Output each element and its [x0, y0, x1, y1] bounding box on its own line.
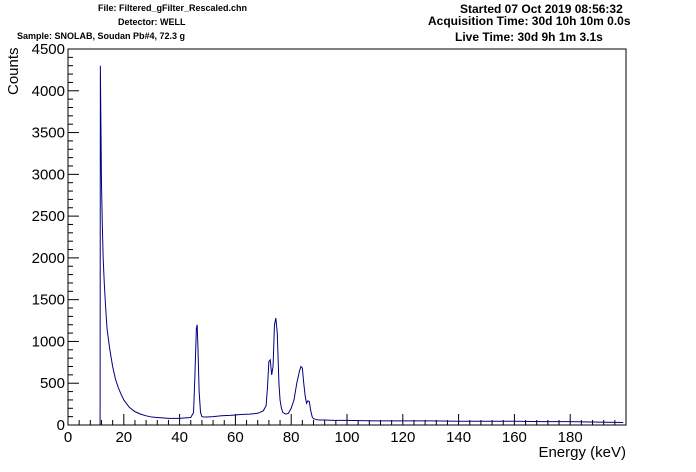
plot-frame: [67, 48, 627, 426]
detector-label: Detector: WELL: [118, 17, 186, 27]
labels-layer: 0 20 40 60 80 100 120 140 160 180 0 500 1000 1500 2000…: [32, 41, 583, 446]
sample-label: Sample: SNOLAB, Soudan Pb#4, 72.3 g: [17, 31, 186, 41]
y-tick-label: 2500: [32, 208, 65, 225]
y-tick-label: 1500: [32, 292, 65, 309]
x-tick-label: 80: [283, 429, 300, 446]
y-axis-title: Counts: [5, 47, 22, 95]
y-tick-label: 0: [57, 417, 65, 434]
x-tick-label: 180: [558, 429, 583, 446]
x-tick-label: 40: [171, 429, 188, 446]
ticks-layer: [67, 48, 616, 426]
acquisition-time-label: Acquisition Time: 30d 10h 10m 0.0s: [428, 14, 631, 28]
y-tick-label: 3000: [32, 166, 65, 183]
file-label: File: Filtered_gFilter_Rescaled.chn: [98, 3, 248, 13]
y-tick-label: 2000: [32, 250, 65, 267]
x-tick-label: 140: [446, 429, 471, 446]
start-time-label: Started 07 Oct 2019 08:56:32: [460, 2, 623, 16]
x-tick-label: 20: [115, 429, 132, 446]
x-tick-label: 0: [64, 429, 72, 446]
live-time-label: Live Time: 30d 9h 1m 3.1s: [455, 30, 603, 44]
y-tick-label: 4500: [32, 41, 65, 58]
x-tick-label: 120: [390, 429, 415, 446]
x-tick-label: 60: [227, 429, 244, 446]
x-axis-title: Energy (keV): [538, 444, 626, 461]
spectrum-line: [68, 65, 624, 426]
y-tick-label: 4000: [32, 83, 65, 100]
y-tick-label: 500: [40, 375, 65, 392]
y-tick-label: 3500: [32, 125, 65, 142]
x-tick-label: 100: [334, 429, 359, 446]
x-tick-label: 160: [502, 429, 527, 446]
y-tick-label: 1000: [32, 333, 65, 350]
